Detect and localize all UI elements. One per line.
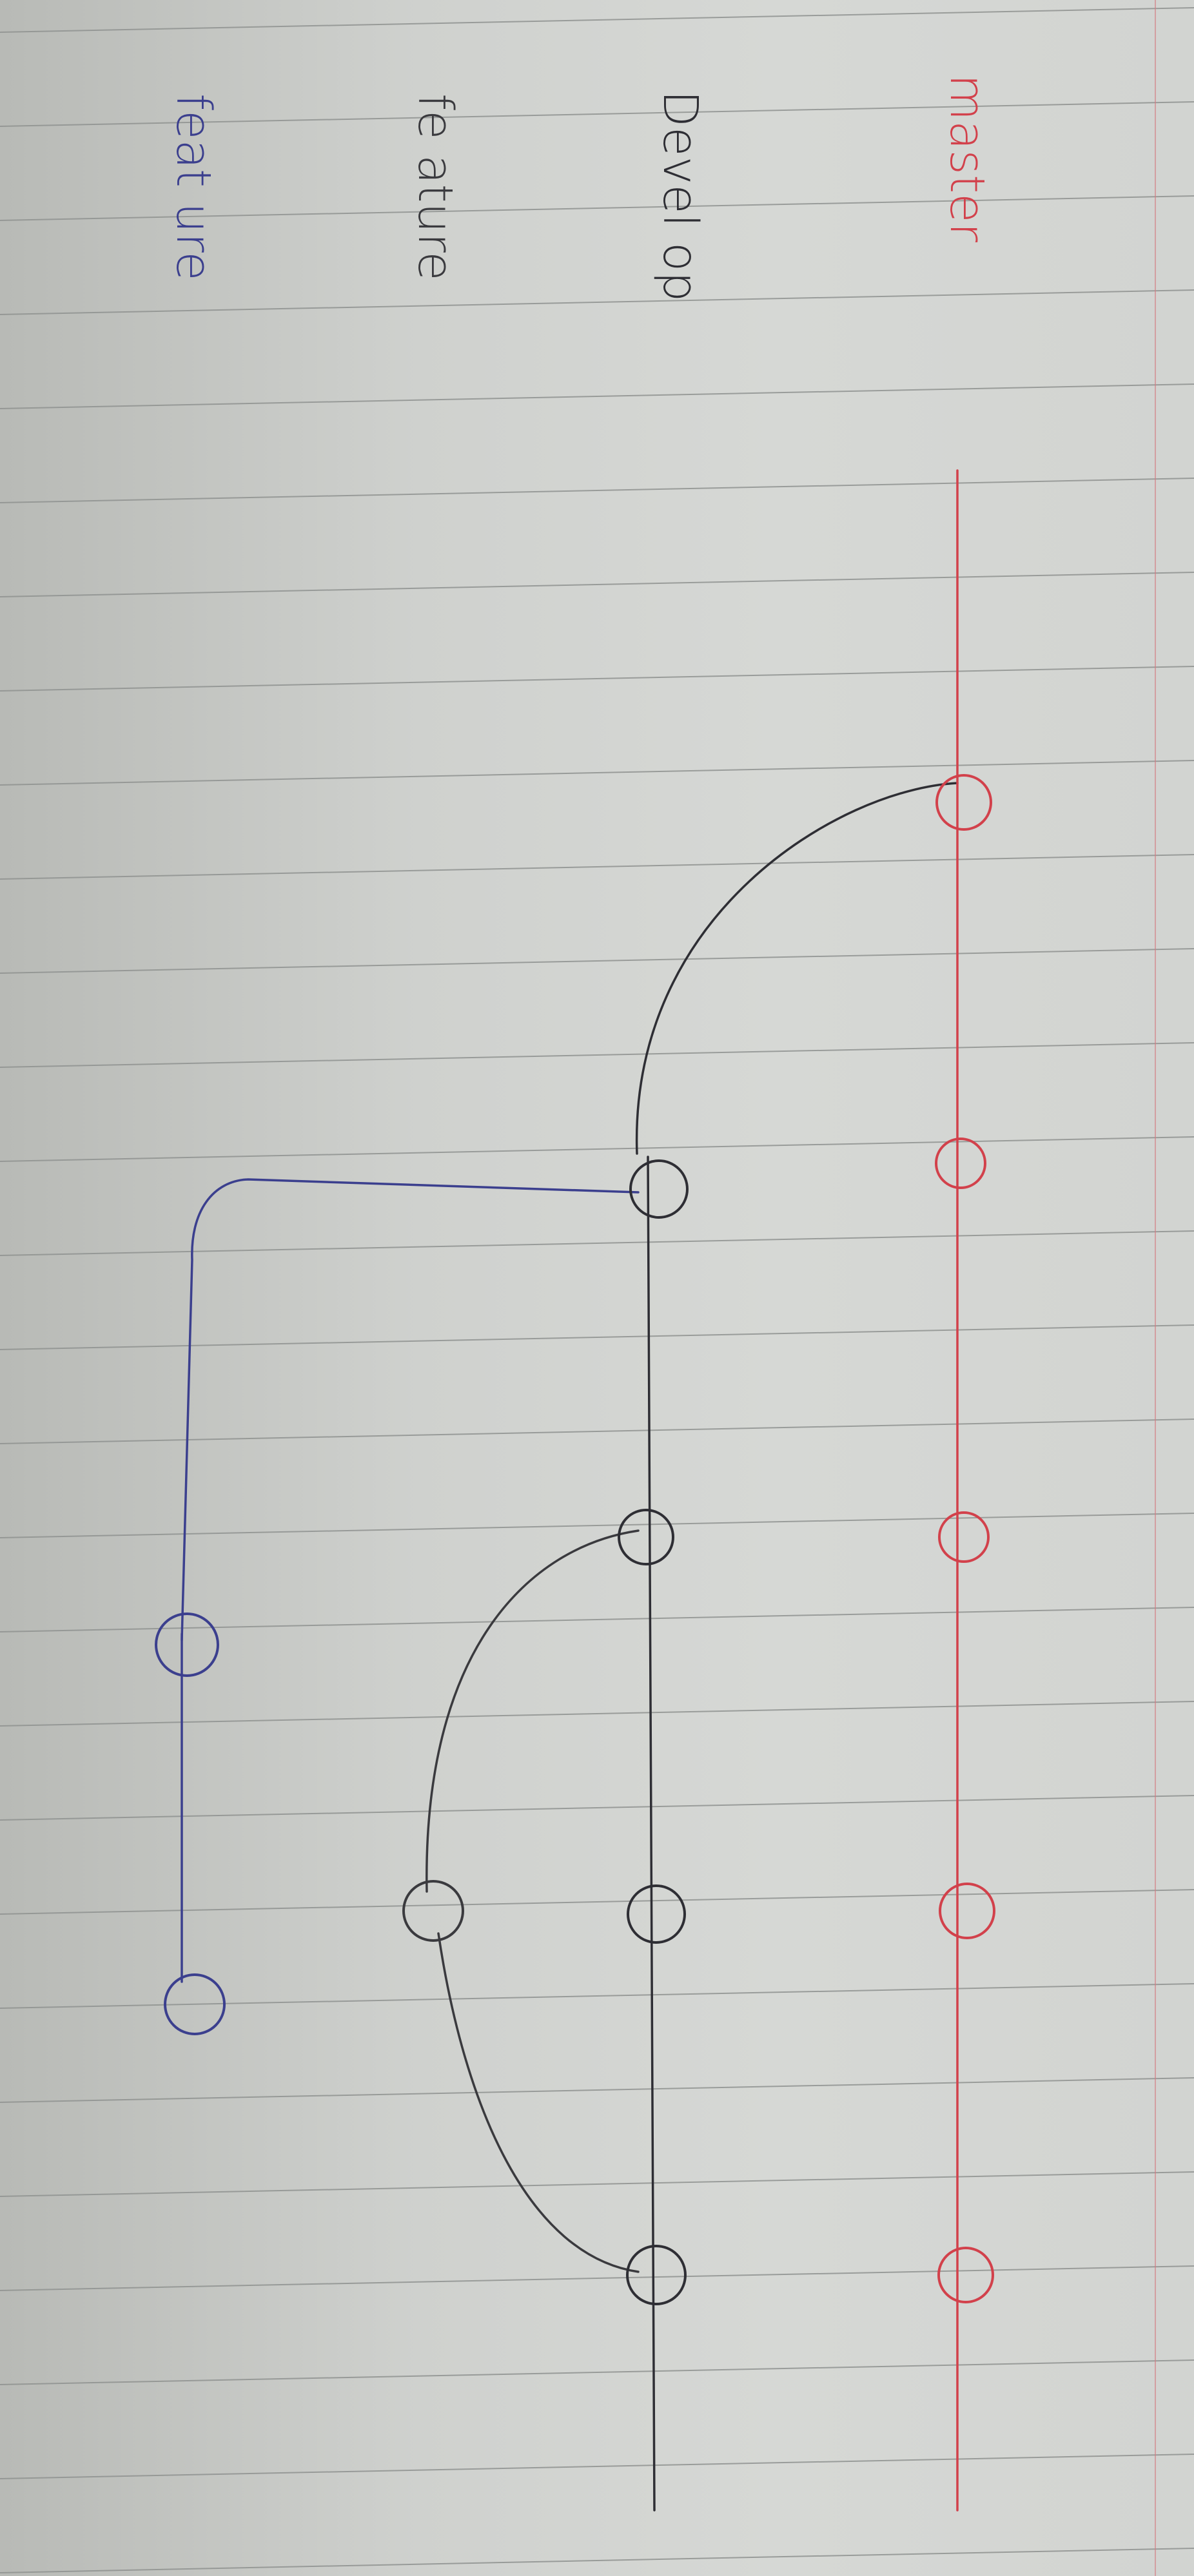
ruled-line (0, 666, 1194, 692)
ruled-line (0, 383, 1194, 409)
feature-b-commits (155, 1612, 226, 2035)
commit-node (935, 774, 992, 831)
commit-node (627, 1884, 686, 1944)
ruled-line (0, 1324, 1194, 1350)
commit-node (937, 2247, 994, 2303)
commit-node (629, 1159, 689, 1219)
commit-node (164, 1973, 226, 2035)
ruled-line (0, 1230, 1194, 1256)
ruled-line (0, 195, 1194, 221)
ruled-line (0, 2454, 1194, 2479)
ruled-line (0, 7, 1194, 33)
merge-curve-master-to-develop (636, 782, 959, 1155)
ruled-line (0, 1701, 1194, 1727)
commit-node (155, 1612, 219, 1677)
merge-curve-feature-a-to-develop (437, 1932, 640, 2273)
commit-node (939, 1883, 995, 1939)
branch-label-feature-b: feat ure (166, 93, 221, 281)
branch-curve-develop-to-feature (181, 1178, 640, 1641)
ruled-line (0, 2359, 1194, 2385)
ruled-line (0, 1513, 1194, 1538)
ruled-line (0, 1795, 1194, 1821)
ruled-line (0, 948, 1194, 974)
feature-a-commits (402, 1880, 464, 1942)
ruled-line (0, 1419, 1194, 1444)
master-commits (935, 774, 995, 2303)
ruled-line (0, 854, 1194, 880)
ruled-line (0, 101, 1194, 127)
ruled-line (0, 1042, 1194, 1068)
commit-node (626, 2245, 687, 2305)
ruled-line (0, 478, 1194, 503)
ruled-line (0, 760, 1194, 786)
branch-label-feature-a: fe ature (407, 93, 463, 281)
develop-commits (618, 1159, 689, 2305)
ruled-line (0, 2171, 1194, 2197)
branch-label-develop: Devel op (652, 90, 708, 302)
commit-node (618, 1509, 674, 1565)
ruled-line (0, 1889, 1194, 1915)
branch-curve-develop-to-feature-a (426, 1529, 640, 1893)
ruled-line (0, 1136, 1194, 1162)
ruled-line (0, 572, 1194, 597)
ruled-line (0, 1607, 1194, 1632)
ruled-line (0, 289, 1194, 315)
ruled-line (0, 1983, 1194, 2009)
branch-label-master: master (939, 74, 995, 243)
ruled-line (0, 2077, 1194, 2103)
develop-branch-line (647, 1156, 656, 2512)
commit-node (938, 1511, 990, 1563)
ruled-line (0, 2265, 1194, 2291)
commit-node (935, 1138, 986, 1189)
ruled-lines (0, 7, 1194, 2573)
ruled-line (0, 2548, 1194, 2573)
commit-node (402, 1880, 464, 1942)
